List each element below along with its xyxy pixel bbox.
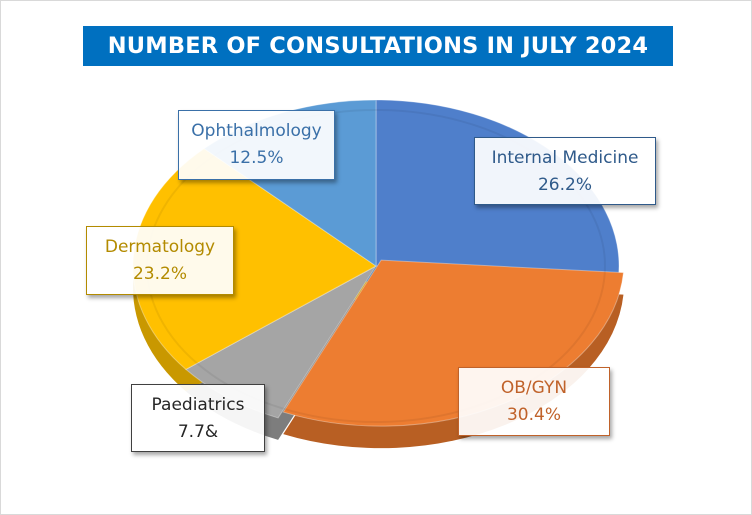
label-ob-gyn-name: OB/GYN [500,378,568,398]
label-paediatrics-value: 7.7& [177,422,219,442]
label-paediatrics-name: Paediatrics [151,395,245,415]
label-ophthalmology-value: 12.5% [229,148,284,168]
label-ob-gyn-value: 30.4% [506,405,561,425]
label-internal-medicine: Internal Medicine 26.2% [474,137,656,205]
label-ophthalmology-name: Ophthalmology [191,121,322,141]
label-dermatology: Dermatology 23.2% [86,226,234,295]
label-internal-medicine-name: Internal Medicine [491,148,639,168]
label-ophthalmology: Ophthalmology 12.5% [178,110,335,180]
label-dermatology-name: Dermatology [104,237,216,257]
label-dermatology-value: 23.2% [132,264,187,284]
label-ob-gyn: OB/GYN 30.4% [458,367,610,436]
chart-title: NUMBER OF CONSULTATIONS IN JULY 2024 [83,26,673,66]
label-internal-medicine-value: 26.2% [537,175,592,195]
label-paediatrics: Paediatrics 7.7& [131,384,265,452]
